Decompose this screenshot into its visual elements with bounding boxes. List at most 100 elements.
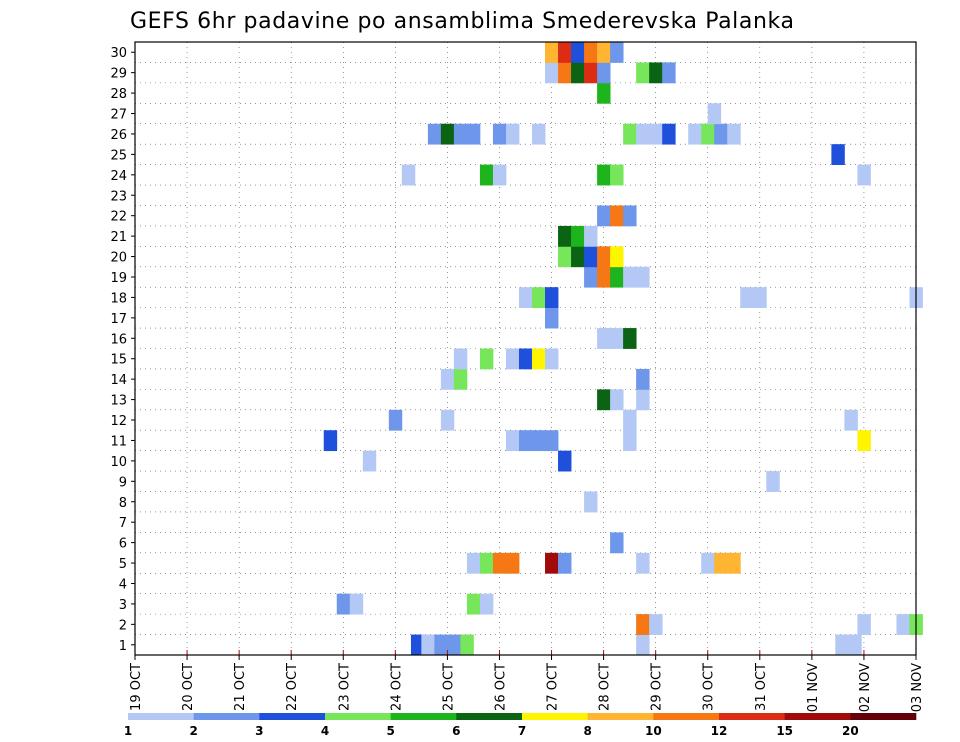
heatmap-cell [623, 430, 637, 452]
heatmap-cell [505, 348, 520, 370]
x-tick-label: 27 OCT [546, 663, 561, 711]
x-tick-label: 20 OCT [181, 663, 196, 711]
plot-frame [134, 41, 917, 656]
legend-swatch [259, 713, 326, 720]
heatmap-cell [532, 430, 546, 452]
x-tick-label: 21 OCT [233, 663, 248, 711]
heatmap-cell [636, 634, 650, 656]
y-tick-label: 23 [110, 189, 127, 204]
legend-label: 1 [124, 724, 132, 738]
heatmap-cell [466, 593, 481, 615]
legend-label: 7 [518, 724, 526, 738]
heatmap-cell [362, 450, 377, 472]
heatmap-cell [558, 552, 572, 574]
heatmap-cell [421, 634, 435, 656]
heatmap-cell [453, 348, 468, 370]
y-tick-label: 14 [110, 373, 127, 388]
legend-swatch [456, 713, 523, 720]
y-tick-label: 11 [110, 434, 127, 449]
heatmap-cell [636, 266, 650, 288]
heatmap-cell [636, 614, 650, 635]
heatmap-cell [479, 593, 494, 615]
y-tick-label: 25 [110, 148, 127, 163]
heatmap-cell [848, 634, 862, 656]
y-tick-label: 28 [110, 87, 127, 102]
heatmap-cells [323, 42, 923, 656]
heatmap-cell [492, 123, 507, 145]
heatmap-cell [558, 246, 572, 268]
heatmap-cell [505, 123, 520, 145]
heatmap-cell [349, 593, 364, 615]
y-tick-label: 8 [119, 496, 127, 511]
heatmap-cell [453, 368, 468, 390]
heatmap-cell [597, 164, 611, 186]
heatmap-cell [584, 266, 598, 288]
heatmap-cell [336, 593, 351, 615]
heatmap-cell [701, 552, 715, 574]
heatmap-cell [857, 430, 871, 452]
y-tick-label: 9 [119, 475, 127, 490]
y-tick-label: 15 [110, 353, 127, 368]
x-tick-label: 29 OCT [650, 663, 665, 711]
heatmap-cell [545, 552, 559, 574]
heatmap-cell [707, 103, 722, 125]
heatmap-cell [636, 62, 650, 84]
legend-swatch [587, 713, 654, 720]
x-tick-label: 24 OCT [389, 663, 404, 711]
y-tick-label: 21 [110, 230, 127, 245]
legend: 1 2 3 4 5 6 7 8 10 12 15 20 [124, 713, 917, 738]
heatmap-cell [636, 123, 650, 145]
heatmap-cell [558, 450, 572, 472]
heatmap-cell [545, 430, 559, 452]
heatmap-cell [835, 634, 849, 656]
heatmap-cell [831, 144, 845, 165]
y-tick-label: 2 [119, 618, 127, 633]
heatmap-cell [623, 123, 637, 145]
heatmap-cell [505, 552, 520, 574]
legend-label: 4 [321, 724, 329, 738]
heatmap-cell [597, 62, 611, 84]
heatmap-cell [597, 82, 611, 104]
heatmap-cell [440, 123, 455, 145]
legend-label: 5 [386, 724, 394, 738]
heatmap-cell [518, 348, 533, 370]
y-tick-label: 20 [110, 251, 127, 266]
y-tick-label: 13 [110, 394, 127, 409]
x-tick-label: 03 NOV [910, 663, 925, 712]
heatmap-cell [701, 123, 715, 145]
heatmap-cell [636, 389, 650, 411]
heatmap-cell [597, 42, 611, 63]
heatmap-cell [766, 471, 780, 492]
x-tick-label: 01 NOV [806, 663, 821, 712]
axes: 1234567891011121314151617181920212223242… [110, 46, 925, 712]
heatmap-cell [434, 634, 448, 656]
heatmap-cell [492, 164, 507, 186]
heatmap-cell [753, 287, 767, 309]
heatmap-cell [584, 246, 598, 268]
y-tick-label: 16 [110, 332, 127, 347]
y-tick-label: 17 [110, 312, 127, 327]
heatmap-cell [532, 348, 546, 370]
legend-swatch [784, 713, 851, 720]
heatmap-cell [727, 123, 741, 145]
heatmap-cell [466, 123, 481, 145]
heatmap-cell [440, 368, 455, 390]
heatmap-cell [584, 62, 598, 84]
heatmap-cell [610, 266, 624, 288]
heatmap-cell [410, 634, 425, 656]
heatmap-cell [440, 409, 455, 431]
x-tick-label: 02 NOV [858, 663, 873, 712]
heatmap-cell [558, 62, 572, 84]
legend-swatch [325, 713, 391, 720]
heatmap-cell [662, 123, 676, 145]
legend-swatch [193, 713, 260, 720]
heatmap-cell [479, 348, 494, 370]
heatmap-cell [610, 246, 624, 268]
x-tick-label: 26 OCT [493, 663, 508, 711]
y-tick-label: 19 [110, 271, 127, 286]
heatmap-cell [662, 62, 676, 84]
heatmap-cell [688, 123, 702, 145]
legend-label: 20 [842, 724, 859, 738]
heatmap-cell [727, 552, 741, 574]
